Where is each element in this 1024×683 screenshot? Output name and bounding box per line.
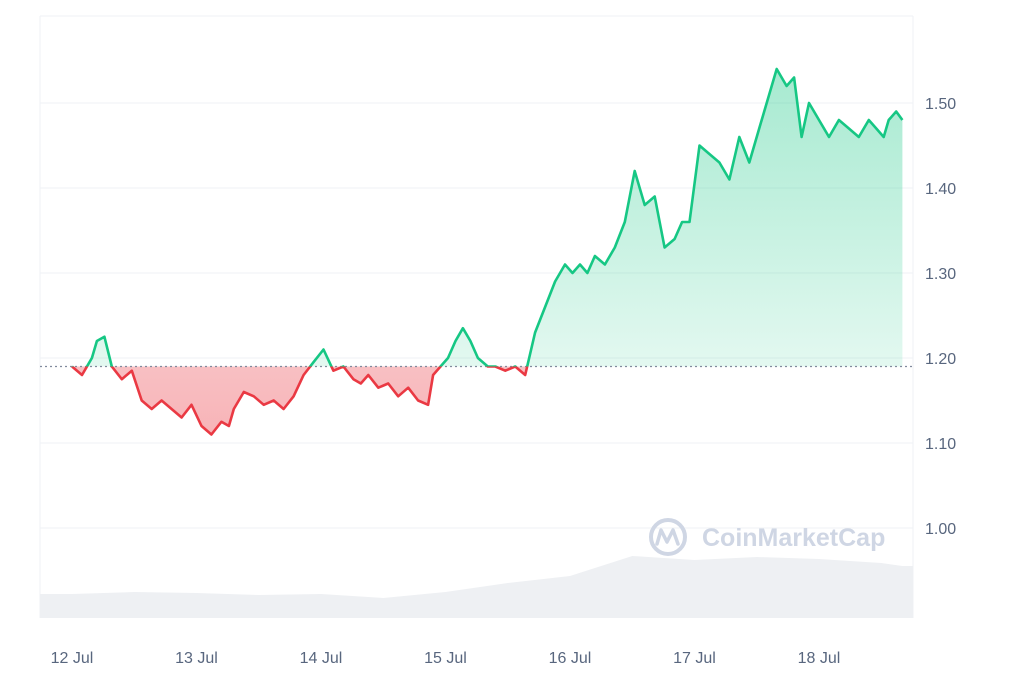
y-tick-label-1: 1.10 [925, 436, 956, 453]
x-tick-label-5: 17 Jul [673, 650, 716, 667]
watermark-text: CoinMarketCap [702, 524, 885, 552]
y-tick-label-5: 1.50 [925, 96, 956, 113]
x-tick-label-1: 13 Jul [175, 650, 218, 667]
volume-area-layer [40, 556, 913, 618]
price-area-down [72, 366, 903, 435]
y-tick-label-4: 1.40 [925, 181, 956, 198]
y-tick-label-2: 1.20 [925, 351, 956, 368]
coinmarketcap-logo-icon [649, 518, 687, 556]
x-axis-ticks: 12 Jul 13 Jul 14 Jul 15 Jul 16 Jul 17 Jul 18 J… [51, 650, 841, 667]
price-line-down [71, 366, 529, 436]
x-tick-label-3: 15 Jul [424, 650, 467, 667]
x-tick-label-0: 12 Jul [51, 650, 94, 667]
x-tick-label-6: 18 Jul [798, 650, 841, 667]
watermark: CoinMarketCap [649, 518, 885, 556]
x-tick-label-2: 14 Jul [300, 650, 343, 667]
y-axis-ticks: 1.00 1.10 1.20 1.30 1.40 1.50 [925, 96, 956, 538]
x-tick-label-4: 16 Jul [549, 650, 592, 667]
y-tick-label-0: 1.00 [925, 521, 956, 538]
price-line-up [72, 67, 904, 367]
price-line-layer [71, 67, 904, 436]
y-tick-label-3: 1.30 [925, 266, 956, 283]
price-area-layer [72, 69, 903, 435]
price-area-up [72, 69, 903, 367]
volume-area [40, 556, 913, 618]
